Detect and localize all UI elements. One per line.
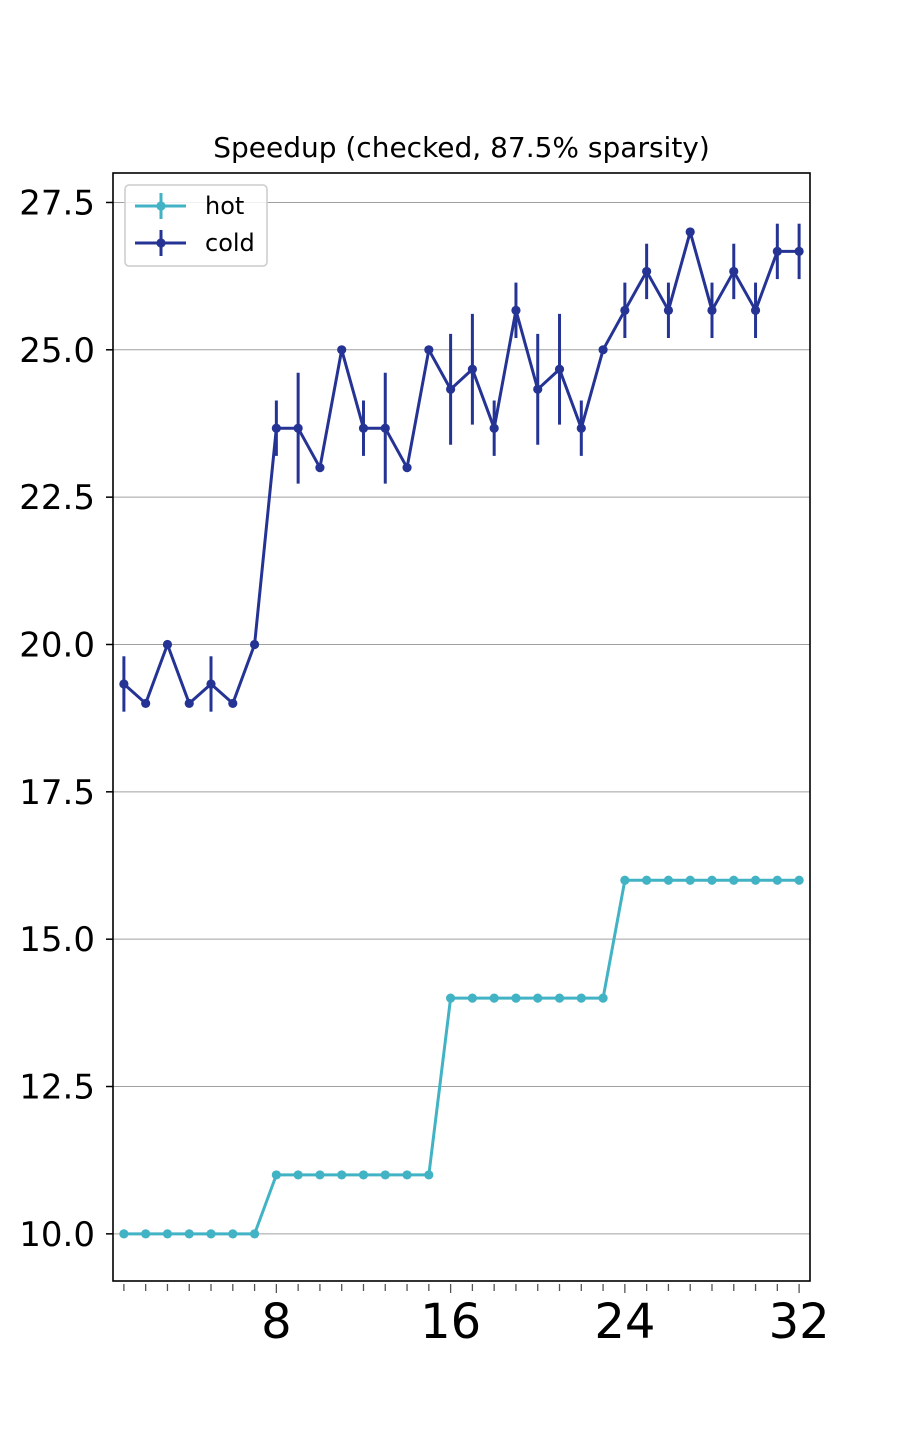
x-tick-label: 16 bbox=[420, 1294, 481, 1350]
data-point bbox=[794, 875, 804, 885]
x-tick-label: 8 bbox=[261, 1294, 292, 1350]
series-line bbox=[123, 878, 800, 1236]
data-point bbox=[620, 305, 630, 315]
data-point bbox=[750, 875, 761, 885]
data-point bbox=[293, 1170, 303, 1180]
plot-area-frame bbox=[112, 172, 811, 1282]
series-lines bbox=[119, 223, 804, 1239]
data-point bbox=[271, 423, 281, 433]
data-point bbox=[598, 993, 608, 1003]
data-point bbox=[271, 1170, 281, 1180]
legend-item-cold: cold bbox=[135, 229, 255, 257]
legend-item-hot: hot bbox=[135, 192, 244, 220]
data-point bbox=[663, 305, 674, 315]
chart-title: Speedup (checked, 87.5% sparsity) bbox=[213, 131, 710, 164]
legend: hot cold bbox=[124, 184, 268, 267]
data-point bbox=[772, 246, 782, 256]
legend-marker bbox=[156, 201, 166, 211]
data-point bbox=[119, 1229, 129, 1239]
series-cold bbox=[119, 223, 804, 712]
data-point bbox=[358, 423, 369, 433]
series-hot bbox=[119, 875, 804, 1239]
data-point bbox=[489, 423, 499, 433]
x-tick-label: 24 bbox=[594, 1294, 655, 1350]
y-axis: 10.0 12.5 15.0 17.5 20.0 22.5 25.0 27.5 bbox=[19, 183, 113, 1255]
data-point bbox=[642, 266, 652, 277]
x-tick-label: 32 bbox=[769, 1294, 830, 1350]
data-point bbox=[554, 364, 565, 374]
data-point bbox=[489, 993, 499, 1003]
data-point bbox=[598, 345, 608, 355]
data-point bbox=[315, 463, 325, 473]
data-point bbox=[685, 875, 695, 885]
data-point bbox=[184, 698, 194, 709]
data-point bbox=[772, 875, 782, 885]
data-point bbox=[228, 698, 238, 709]
y-tick-label: 12.5 bbox=[19, 1068, 95, 1108]
data-point bbox=[184, 1229, 194, 1239]
data-point bbox=[467, 993, 477, 1003]
data-point bbox=[511, 993, 521, 1003]
y-tick-label: 22.5 bbox=[19, 478, 95, 518]
data-point bbox=[315, 1170, 325, 1180]
data-point bbox=[228, 1229, 238, 1239]
y-tick-label: 20.0 bbox=[19, 625, 95, 665]
data-point bbox=[380, 423, 390, 433]
data-point bbox=[467, 364, 477, 374]
data-point bbox=[249, 1229, 260, 1239]
data-point bbox=[141, 1229, 151, 1239]
data-point bbox=[750, 305, 761, 315]
y-tick-label: 27.5 bbox=[19, 183, 95, 223]
data-point bbox=[337, 345, 347, 355]
data-point bbox=[707, 305, 717, 315]
data-point bbox=[794, 246, 804, 256]
data-point bbox=[642, 875, 652, 885]
x-axis: 8 16 24 32 bbox=[123, 1284, 830, 1350]
data-point bbox=[358, 1170, 369, 1180]
data-point bbox=[206, 1229, 216, 1239]
data-point bbox=[206, 679, 216, 689]
data-point bbox=[424, 1170, 434, 1180]
data-point bbox=[162, 1229, 173, 1239]
legend-marker bbox=[156, 238, 166, 248]
data-point bbox=[402, 1170, 412, 1180]
data-point bbox=[249, 639, 260, 650]
gridlines bbox=[113, 201, 810, 1235]
y-tick-label: 17.5 bbox=[19, 773, 95, 813]
data-point bbox=[511, 305, 521, 315]
data-point bbox=[424, 345, 434, 355]
legend-label: cold bbox=[205, 229, 255, 257]
data-point bbox=[446, 384, 456, 394]
data-point bbox=[533, 384, 543, 394]
data-point bbox=[141, 698, 151, 709]
legend-label: hot bbox=[205, 192, 244, 220]
data-point bbox=[293, 423, 303, 433]
data-point bbox=[576, 423, 586, 433]
data-point bbox=[729, 266, 739, 277]
data-point bbox=[380, 1170, 390, 1180]
data-point bbox=[446, 993, 456, 1003]
data-point bbox=[707, 875, 717, 885]
y-tick-label: 10.0 bbox=[19, 1215, 95, 1255]
data-point bbox=[685, 227, 695, 237]
data-point bbox=[576, 993, 586, 1003]
data-point bbox=[554, 993, 565, 1003]
data-point bbox=[119, 679, 129, 689]
data-point bbox=[337, 1170, 347, 1180]
data-point bbox=[402, 463, 412, 473]
y-tick-label: 15.0 bbox=[19, 920, 95, 960]
series-line bbox=[122, 230, 800, 705]
data-point bbox=[729, 875, 739, 885]
y-tick-label: 25.0 bbox=[19, 331, 95, 371]
data-point bbox=[663, 875, 674, 885]
data-point bbox=[162, 639, 173, 650]
data-point bbox=[533, 993, 543, 1003]
data-point bbox=[620, 875, 630, 885]
